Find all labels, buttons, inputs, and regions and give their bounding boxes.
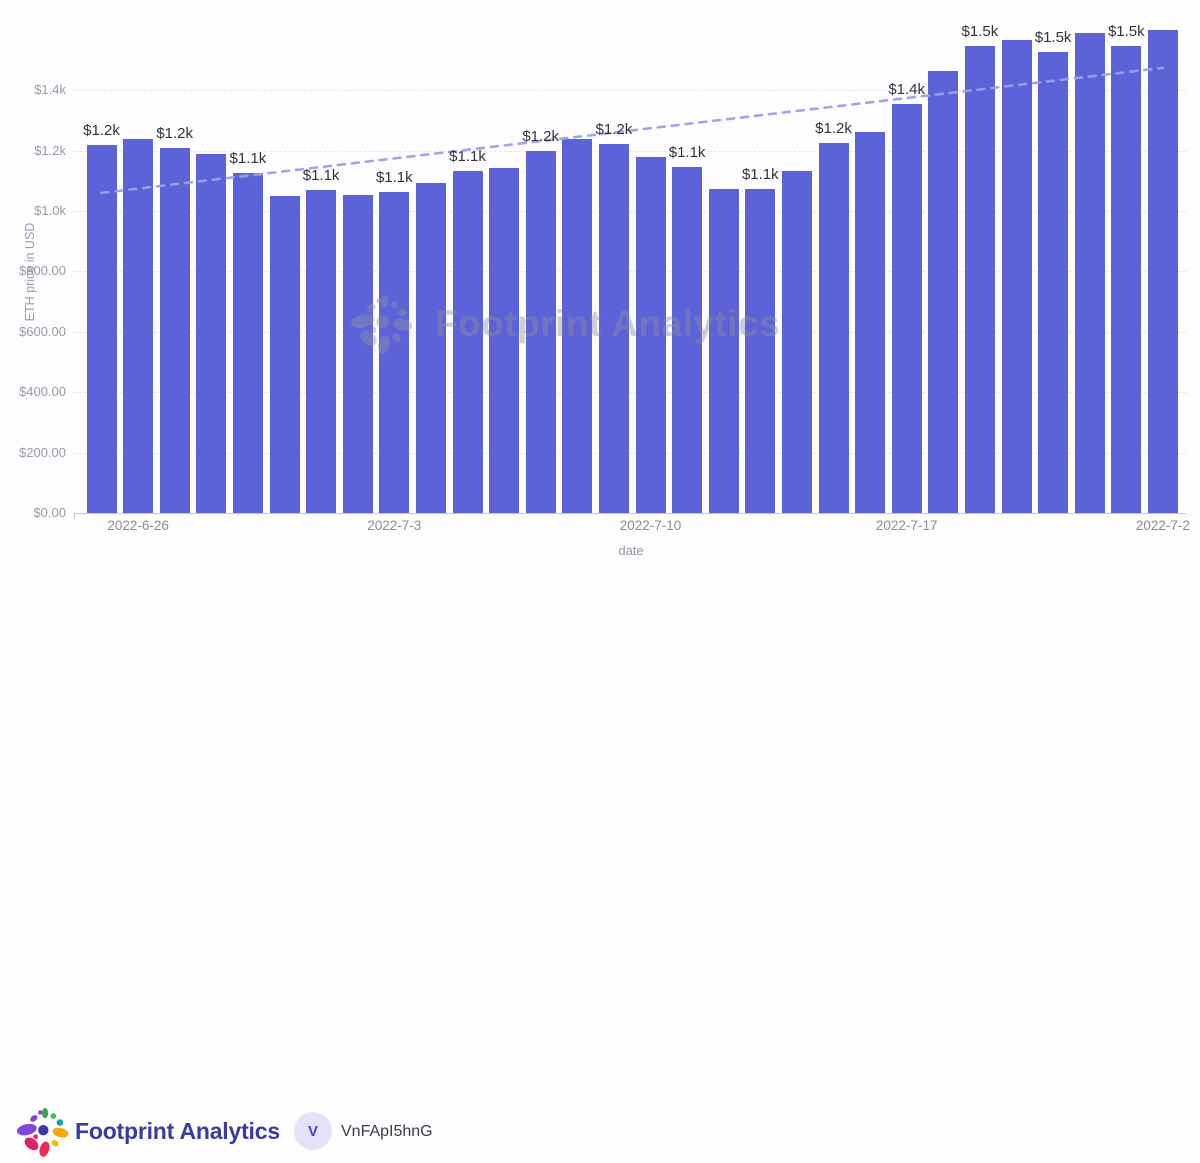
chart-bar[interactable] [306,189,337,513]
x-axis-line [74,513,1186,514]
bar-value-label: $1.1k [302,166,340,184]
chart-bar[interactable] [928,71,959,513]
chart-bar[interactable] [525,150,556,513]
plot-area: $0.00 $200.00 $400.00 $600.00 $800.00 $1.0k $1… [19,22,1190,533]
x-tick-label: 2022-7-10 [619,518,682,533]
chart-bar[interactable] [891,104,922,513]
x-tick-label: 2022-7-2 [1135,518,1190,533]
gridline [74,452,1186,454]
bar-value-label: $1.1k [375,169,413,187]
bar-value-label: $1.5k [1034,29,1072,47]
bar-value-label: $1.2k [595,121,633,139]
y-tick-label: $1.0k [34,203,66,218]
y-tick-label: $400.00 [19,384,66,400]
bar-value-label: $1.2k [815,120,852,138]
user-name: VnFApI5hnG [341,1123,433,1140]
bar-value-label: $1.1k [229,149,267,167]
gridline [74,271,1186,273]
y-tick-label: $600.00 [19,323,66,339]
chart-bar[interactable] [415,182,446,513]
x-tick-label: 2022-6-26 [107,518,169,533]
chart-bar[interactable] [708,189,739,513]
page: { "colors": { "bar": "#5c63d8", "trend":… [0,22,1200,1157]
chart-bar[interactable] [964,45,995,513]
bar-value-label: $1.2k [83,122,120,140]
bar-value-label: $1.1k [449,148,486,166]
footer: Footprint Analytics V VnFApI5hnG [0,545,1200,1157]
axis-origin-tick [74,513,75,519]
chart-bar[interactable] [86,145,117,513]
bar-value-label: $1.5k [1107,23,1145,41]
y-tick-label: $1.2k [34,142,66,158]
bar-value-label: $1.2k [156,124,194,142]
chart-bar[interactable] [123,139,154,513]
chart-bar[interactable] [196,153,227,513]
y-tick-label: $800.00 [19,263,66,279]
bar-value-label: $1.5k [961,22,999,40]
gridline [74,211,1186,212]
footprint-logo-icon [16,1107,69,1157]
avatar[interactable]: V [294,1112,332,1150]
chart-bar[interactable] [818,143,849,513]
chart-bar[interactable] [1038,52,1069,513]
footprint-brand[interactable] [16,1106,73,1163]
x-tick-label: 2022-7-3 [367,518,422,533]
y-tick-label: $1.4k [34,82,66,98]
chart-bar[interactable] [1147,30,1178,513]
y-tick-label: $0.00 [33,505,66,520]
bar-value-label: $1.2k [522,127,560,145]
chart-bar[interactable] [1001,40,1032,513]
x-tick-label: 2022-7-17 [875,518,938,533]
chart-bar[interactable] [232,172,263,513]
chart-bar[interactable] [379,192,410,513]
x-axis-title: date [618,543,644,558]
chart-bar[interactable] [1111,46,1142,513]
chart-bar[interactable] [781,171,812,513]
avatar-letter: V [307,1122,318,1140]
chart-bar[interactable] [672,166,703,513]
chart-bar[interactable] [452,171,483,513]
chart-bar[interactable] [562,139,593,513]
bar-value-label: $1.1k [741,166,779,184]
y-tick-label: $200.00 [19,444,66,460]
brand-name[interactable]: Footprint Analytics [75,1118,280,1144]
chart-bar[interactable] [1074,33,1105,513]
chart-canvas: ETH price in USD $0.00 $200.00 $400.00 $600… [19,22,1190,558]
gridline [74,392,1186,394]
chart-bar[interactable] [635,156,666,513]
chart-bar[interactable] [598,144,629,513]
chart-bar[interactable] [159,147,190,513]
chart-bar[interactable] [269,196,300,513]
chart-bar[interactable] [342,194,373,513]
bar-value-label: $1.4k [888,81,926,99]
chart-bar[interactable] [745,189,776,513]
chart-bar[interactable] [855,132,886,513]
gridline [74,331,1186,333]
chart-bar[interactable] [489,167,520,513]
bar-value-label: $1.1k [668,143,706,161]
